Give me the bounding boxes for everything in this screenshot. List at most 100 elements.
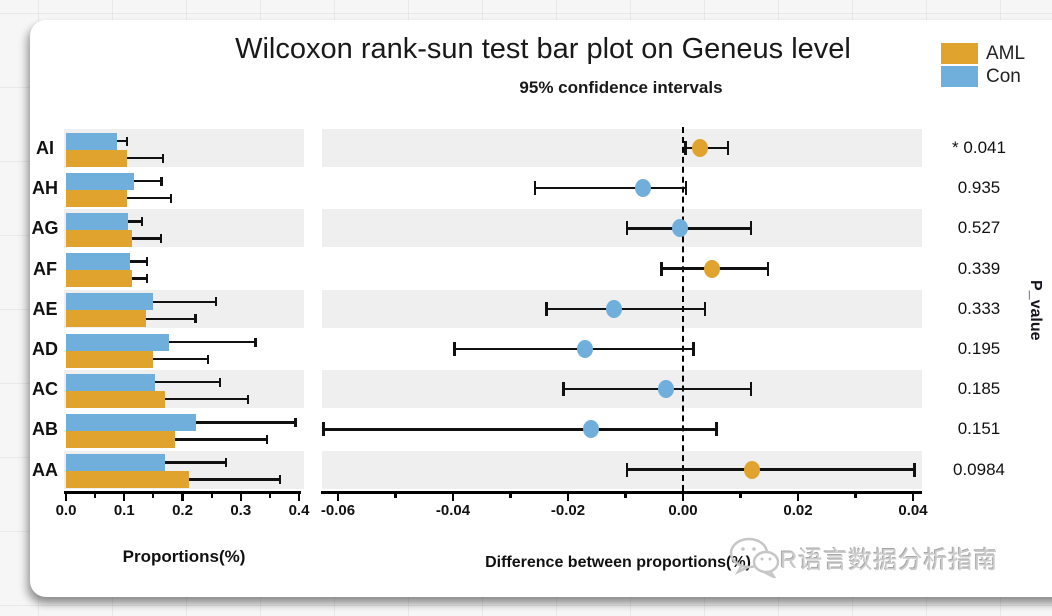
ci-cap-high [749, 221, 752, 236]
category-label: AA [32, 459, 58, 480]
category-label: AE [32, 298, 58, 319]
difference-dot [692, 139, 709, 157]
bar-error-line [152, 300, 217, 304]
bar-error-cap [140, 216, 144, 226]
right-axis-tick-label: -0.04 [435, 502, 471, 519]
difference-dot [703, 259, 720, 278]
category-label: AG [31, 218, 59, 239]
bar-error-line [127, 220, 143, 223]
proportion-bar-con [66, 454, 166, 472]
bar-error-cap [161, 153, 165, 163]
p-value: 0.339 [957, 258, 1001, 278]
category-label: AC [32, 379, 58, 400]
right-axis-tick-label: 0.00 [668, 502, 698, 519]
ci-cap-low [625, 221, 628, 236]
right-axis-major-tick [336, 493, 340, 501]
bar-error-cap [294, 417, 297, 427]
left-axis-minor-tick [152, 493, 155, 498]
category-label: AF [33, 258, 57, 279]
right-axis-major-tick [566, 493, 570, 501]
proportion-bar-aml [66, 310, 146, 328]
proportion-bar-aml [66, 270, 132, 288]
bar-error-cap [125, 136, 129, 146]
wechat-icon [729, 537, 780, 578]
bar-error-cap [160, 176, 163, 186]
ci-line [453, 347, 695, 351]
left-axis-tick-label: 0.0 [55, 502, 77, 519]
bar-error-line [127, 196, 172, 200]
left-axis-title: Proportions(%) [122, 547, 246, 566]
right-axis-major-tick [796, 493, 800, 501]
left-axis-major-tick [297, 493, 301, 501]
proportion-bar-con [66, 293, 153, 311]
left-axis-major-tick [239, 493, 242, 501]
right-axis-tick-label: -0.06 [320, 502, 356, 519]
bar-error-line [165, 397, 249, 401]
p-value: * 0.041 [952, 138, 1006, 157]
row-band-right [322, 209, 922, 248]
difference-dot [606, 299, 622, 318]
ci-cap-low [322, 422, 325, 437]
p-value: 0.195 [957, 339, 1001, 358]
bar-error-line [117, 139, 128, 143]
ci-cap-high [726, 141, 729, 155]
ci-cap-low [660, 261, 663, 276]
category-label: AI [36, 138, 54, 158]
chart-subtitle: 95% confidence intervals [519, 78, 723, 97]
left-axis-minor-tick [94, 493, 97, 498]
ci-line [533, 186, 688, 190]
ci-cap-high [749, 382, 752, 397]
proportion-bar-aml [66, 229, 132, 247]
p-value: 0.0984 [953, 459, 1005, 479]
bar-error-line [127, 156, 164, 160]
difference-dot [634, 179, 651, 198]
bar-error-line [169, 340, 257, 344]
bar-error-cap [278, 475, 282, 485]
p-value: 0.527 [957, 218, 1001, 238]
category-label: AB [32, 419, 58, 440]
ci-cap-low [453, 342, 456, 356]
category-label: AH [32, 178, 58, 199]
bar-error-cap [254, 337, 257, 347]
bar-error-cap [145, 274, 149, 284]
p-value: 0.333 [957, 298, 1001, 318]
difference-dot [583, 420, 599, 439]
proportion-bar-con [66, 253, 131, 271]
ci-line [562, 387, 752, 391]
right-axis-minor-tick [509, 493, 512, 498]
ci-cap-low [562, 382, 565, 397]
ci-line [545, 307, 706, 311]
right-axis-tick-label: -0.02 [550, 502, 586, 519]
bar-error-line [131, 277, 149, 280]
proportion-bar-con [66, 172, 135, 190]
bar-error-cap [159, 233, 163, 243]
ci-line [322, 428, 718, 431]
category-label: AD [32, 339, 58, 359]
right-axis-major-tick [681, 493, 685, 501]
right-axis-minor-tick [624, 493, 627, 498]
ci-cap-high [684, 181, 688, 196]
difference-dot [672, 219, 689, 238]
proportion-bar-con [66, 373, 156, 391]
ci-cap-high [715, 422, 718, 437]
bar-error-cap [246, 394, 250, 404]
left-axis-tick-label: 0.1 [113, 502, 135, 519]
legend-label-con: Con [986, 66, 1021, 87]
legend-label-aml: AML [986, 43, 1026, 64]
left-axis-major-tick [123, 493, 126, 501]
right-axis-major-tick [911, 493, 915, 501]
bar-error-line [195, 421, 297, 424]
bar-error-line [134, 179, 163, 183]
right-axis-minor-tick [394, 493, 397, 498]
proportion-bar-aml [66, 390, 166, 408]
difference-dot [744, 460, 760, 479]
proportion-bar-con [66, 413, 196, 431]
difference-dot [657, 380, 674, 399]
bar-error-cap [145, 257, 149, 267]
proportion-bar-aml [66, 430, 175, 448]
right-axis-tick-label: 0.02 [783, 502, 813, 519]
ci-cap-low [684, 141, 687, 155]
ci-cap-low [545, 301, 548, 316]
